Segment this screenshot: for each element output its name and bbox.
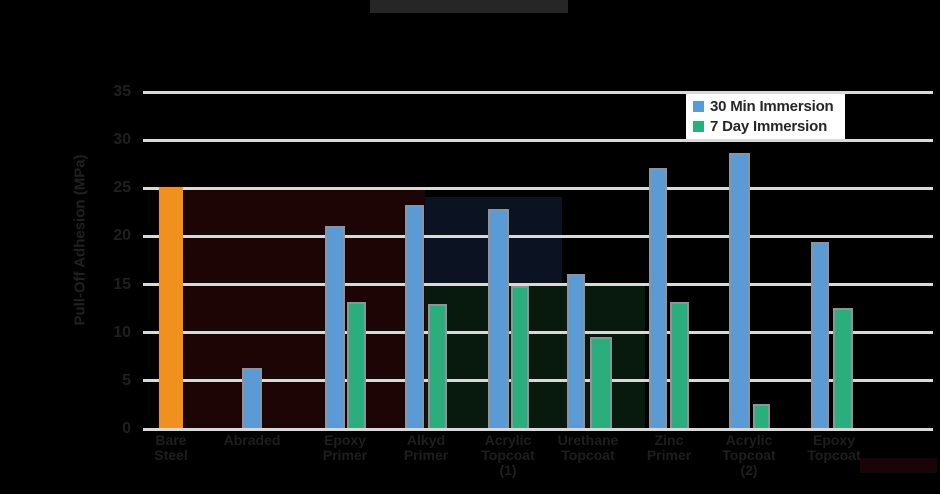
legend-swatch-icon bbox=[693, 120, 704, 132]
bar-control-cat1 bbox=[159, 187, 183, 430]
gridline bbox=[143, 331, 933, 335]
x-category-label: Abraded bbox=[223, 432, 281, 448]
bar-30-min-immersion-cat9 bbox=[811, 242, 829, 430]
y-tick-label: 35 bbox=[113, 83, 131, 101]
x-category-label: Epoxy Topcoat bbox=[807, 432, 861, 463]
bar-7-day-immersion-cat4 bbox=[428, 303, 447, 430]
x-category-label: Bare Steel bbox=[154, 432, 188, 463]
x-category-label: Acrylic Topcoat (1) bbox=[481, 432, 535, 478]
gridline bbox=[143, 186, 933, 190]
y-tick-label: 5 bbox=[122, 371, 131, 389]
legend-label: 30 Min Immersion bbox=[710, 97, 834, 115]
bar-7-day-immersion-cat6 bbox=[590, 336, 612, 430]
x-category-label: Zinc Primer bbox=[646, 432, 692, 463]
x-category-label: Urethane Topcoat bbox=[557, 432, 619, 463]
y-tick-label: 25 bbox=[113, 179, 131, 197]
gridline bbox=[143, 379, 933, 383]
x-axis-line bbox=[143, 427, 933, 431]
legend-entry: 30 Min Immersion bbox=[693, 96, 845, 116]
tint-region-green bbox=[425, 285, 645, 429]
bar-30-min-immersion-cat7 bbox=[649, 168, 667, 430]
legend-entry: 7 Day Immersion bbox=[693, 116, 845, 136]
bar-30-min-immersion-cat8 bbox=[729, 152, 750, 430]
bar-30-min-immersion-cat2 bbox=[242, 368, 262, 430]
bar-30-min-immersion-cat6 bbox=[567, 273, 585, 430]
y-tick-label: 10 bbox=[113, 323, 131, 341]
bar-7-day-immersion-cat8 bbox=[753, 403, 770, 430]
y-axis-title: Pull-Off Adhesion (MPa) bbox=[71, 154, 89, 326]
y-tick-label: 15 bbox=[113, 275, 131, 293]
y-tick-label: 30 bbox=[113, 131, 131, 149]
bar-7-day-immersion-cat9 bbox=[833, 307, 853, 430]
bar-7-day-immersion-cat5 bbox=[511, 285, 529, 430]
legend-label: 7 Day Immersion bbox=[710, 117, 828, 135]
bar-30-min-immersion-cat3 bbox=[325, 225, 345, 430]
x-category-label: Alkyd Primer bbox=[403, 432, 449, 463]
bar-7-day-immersion-cat7 bbox=[670, 301, 689, 430]
x-category-label: Epoxy Primer bbox=[322, 432, 368, 463]
bar-30-min-immersion-cat5 bbox=[488, 209, 509, 430]
x-category-label: Acrylic Topcoat (2) bbox=[722, 432, 776, 478]
chart-title-clipped bbox=[370, 0, 568, 13]
y-tick-label: 20 bbox=[113, 227, 131, 245]
legend: 30 Min Immersion 7 Day Immersion bbox=[686, 94, 845, 139]
gridline bbox=[143, 138, 933, 142]
gridline bbox=[143, 283, 933, 287]
legend-swatch-icon bbox=[693, 100, 704, 112]
y-tick-label: 0 bbox=[122, 420, 131, 437]
tint-region-maroon bbox=[183, 187, 425, 429]
bar-7-day-immersion-cat3 bbox=[347, 301, 366, 430]
bar-30-min-immersion-cat4 bbox=[405, 204, 424, 430]
gridline bbox=[143, 90, 933, 94]
tint-region-smear bbox=[860, 458, 937, 473]
gridline bbox=[143, 234, 933, 238]
